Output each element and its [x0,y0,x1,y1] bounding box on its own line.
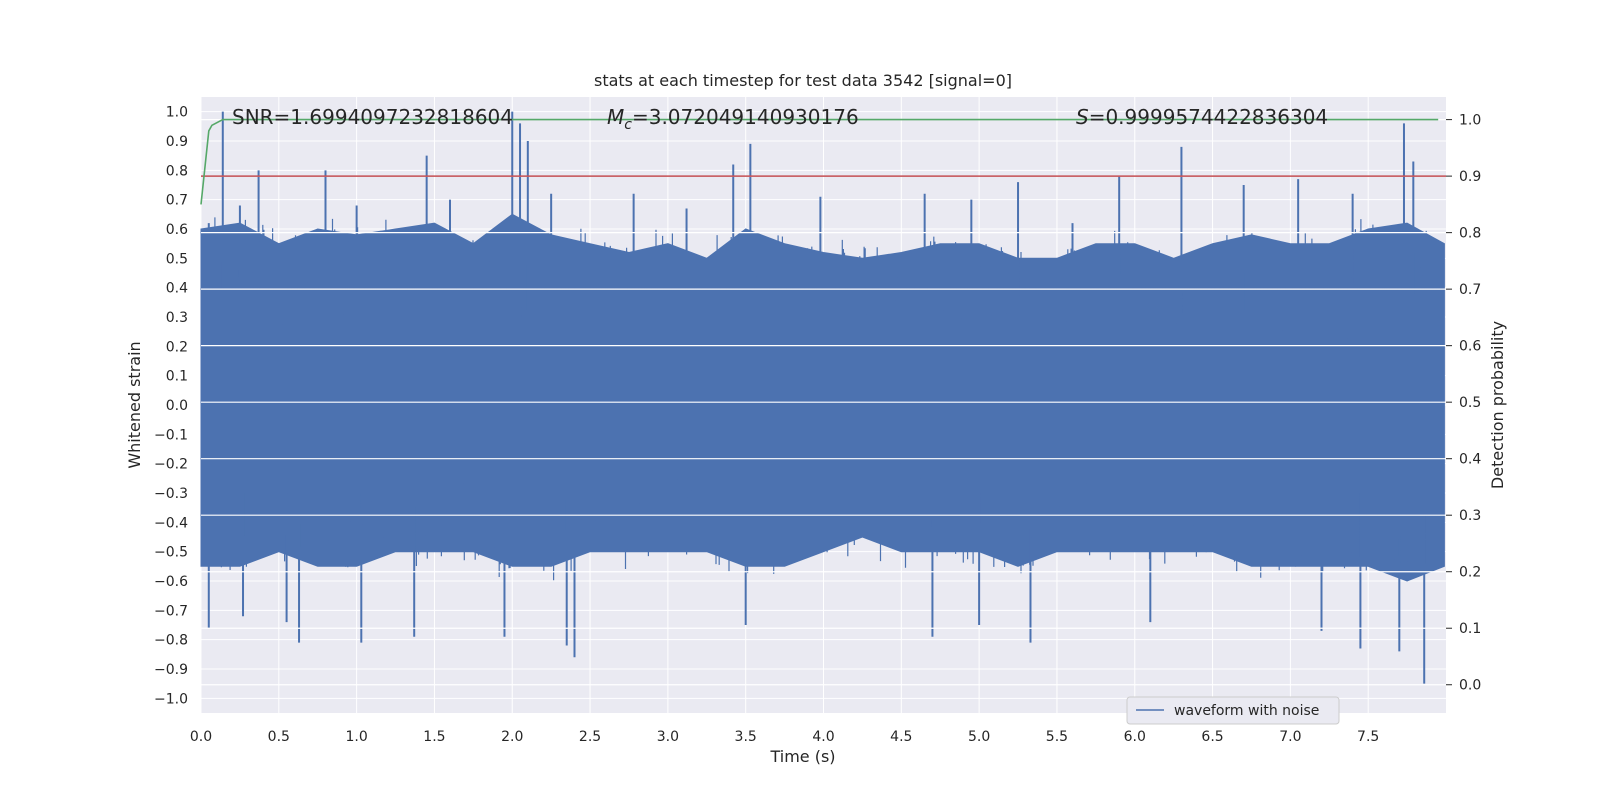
s-value: =0.9999574422836304 [1089,105,1328,129]
y-axis-label-right: Detection probability [1488,321,1507,489]
y-tick-label-left: 0.9 [166,134,188,150]
x-tick-label: 0.5 [268,729,290,745]
y-tick-label-left: 0.0 [166,398,188,414]
y-tick-label-left: 0.8 [166,163,188,179]
y-tick-label-left: 0.6 [166,222,188,238]
chirp-mass-value: =3.072049140930176 [632,105,859,129]
y-axis-label-left: Whitened strain [125,341,144,468]
x-tick-label: 7.5 [1357,729,1379,745]
y-tick-label-left: 0.1 [166,369,188,385]
legend-box [1126,696,1340,725]
detection-probability-line [200,118,1439,205]
y-tick-label-left: −0.3 [154,486,188,502]
chirp-mass-symbol: M [607,105,624,129]
x-tick-label: 2.0 [501,729,523,745]
y-tick-label-right: 0.2 [1459,565,1481,581]
y-tick-label-right: 0.7 [1459,282,1481,298]
y-tick-label-right: 0.6 [1459,339,1481,355]
s-annotation: S=0.9999574422836304 [1076,105,1328,129]
y-tick-label-right: 0.4 [1459,452,1481,468]
s-symbol: S [1076,105,1089,129]
x-tick-label: 5.0 [968,729,990,745]
y-tick-label-left: −0.5 [154,545,188,561]
y-tick-label-right: 0.3 [1459,508,1481,524]
y-tick-label-left: −0.4 [154,515,188,531]
x-tick-label: 0.0 [190,729,212,745]
waveform-texture [201,217,1445,581]
x-tick-label: 4.5 [890,729,912,745]
y-tick-label-left: 1.0 [166,105,188,121]
y-tick-label-left: −0.7 [154,603,188,619]
y-tick-label-left: 0.3 [166,310,188,326]
y-tick-label-right: 0.5 [1459,395,1481,411]
y-tick-label-right: 0.0 [1459,678,1481,694]
x-tick-label: 6.5 [1201,729,1223,745]
legend-label: waveform with noise [1174,703,1319,719]
y-tick-label-right: 0.8 [1459,226,1481,242]
y-tick-label-left: 0.5 [166,251,188,267]
y-tick-label-left: −0.9 [154,662,188,678]
y-tick-label-left: 0.7 [166,193,188,209]
x-tick-label: 3.5 [735,729,757,745]
y-tick-label-left: −0.2 [154,457,188,473]
y-tick-label-left: −1.0 [154,691,188,707]
x-tick-label: 7.0 [1279,729,1301,745]
x-tick-label: 1.0 [345,729,367,745]
y-tick-label-right: 0.9 [1459,169,1481,185]
legend: waveform with noise [1126,696,1340,725]
x-axis-label: Time (s) [769,747,835,766]
chart-title: stats at each timestep for test data 354… [594,71,1012,90]
x-tick-label: 5.5 [1046,729,1068,745]
snr-annotation: SNR=1.6994097232818604 [232,105,513,129]
x-tick-label: 1.5 [423,729,445,745]
x-tick-label: 4.0 [812,729,834,745]
x-tick-label: 6.0 [1124,729,1146,745]
y-tick-label-left: 0.2 [166,339,188,355]
y-tick-label-left: −0.8 [154,633,188,649]
y-tick-label-left: −0.6 [154,574,188,590]
x-tick-label: 2.5 [579,729,601,745]
chirp-mass-annotation: Mc=3.072049140930176 [607,105,859,133]
y-tick-label-right: 0.1 [1459,621,1481,637]
y-tick-label-right: 1.0 [1459,113,1481,129]
y-tick-label-left: −0.1 [154,427,188,443]
chirp-mass-subscript: c [624,117,632,133]
y-tick-label-left: 0.4 [166,281,188,297]
x-tick-label: 3.0 [657,729,679,745]
